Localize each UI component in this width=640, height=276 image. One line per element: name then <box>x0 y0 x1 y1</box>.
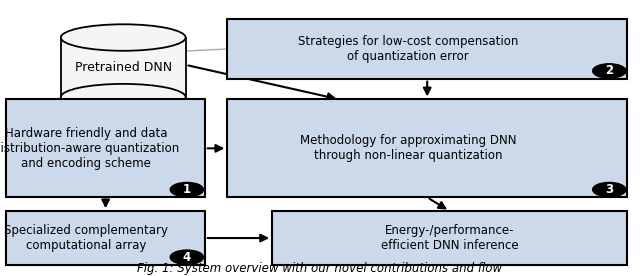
Text: Methodology for approximating DNN
through non-linear quantization: Methodology for approximating DNN throug… <box>300 134 516 162</box>
FancyBboxPatch shape <box>6 99 205 197</box>
Text: 2: 2 <box>605 64 613 78</box>
Circle shape <box>593 64 626 78</box>
FancyBboxPatch shape <box>6 211 205 265</box>
Text: Strategies for low-cost compensation
of quantization error: Strategies for low-cost compensation of … <box>298 35 518 63</box>
Circle shape <box>170 182 204 197</box>
Ellipse shape <box>61 24 186 51</box>
Text: 1: 1 <box>183 183 191 196</box>
Circle shape <box>170 250 204 264</box>
Text: Hardware friendly and data
distribution-aware quantization
and encoding scheme: Hardware friendly and data distribution-… <box>0 127 180 170</box>
Text: Fig. 1: System overview with our novel contributions and flow: Fig. 1: System overview with our novel c… <box>138 262 502 275</box>
Text: 4: 4 <box>183 251 191 264</box>
Ellipse shape <box>61 84 186 110</box>
Text: 3: 3 <box>605 183 613 196</box>
Text: Pretrained DNN: Pretrained DNN <box>75 61 172 74</box>
Circle shape <box>593 182 626 197</box>
FancyBboxPatch shape <box>227 99 627 197</box>
Text: Specialized complementary
computational array: Specialized complementary computational … <box>4 224 168 252</box>
Polygon shape <box>61 38 186 97</box>
FancyBboxPatch shape <box>272 211 627 265</box>
FancyBboxPatch shape <box>227 19 627 79</box>
Text: Energy-/performance-
efficient DNN inference: Energy-/performance- efficient DNN infer… <box>381 224 518 252</box>
